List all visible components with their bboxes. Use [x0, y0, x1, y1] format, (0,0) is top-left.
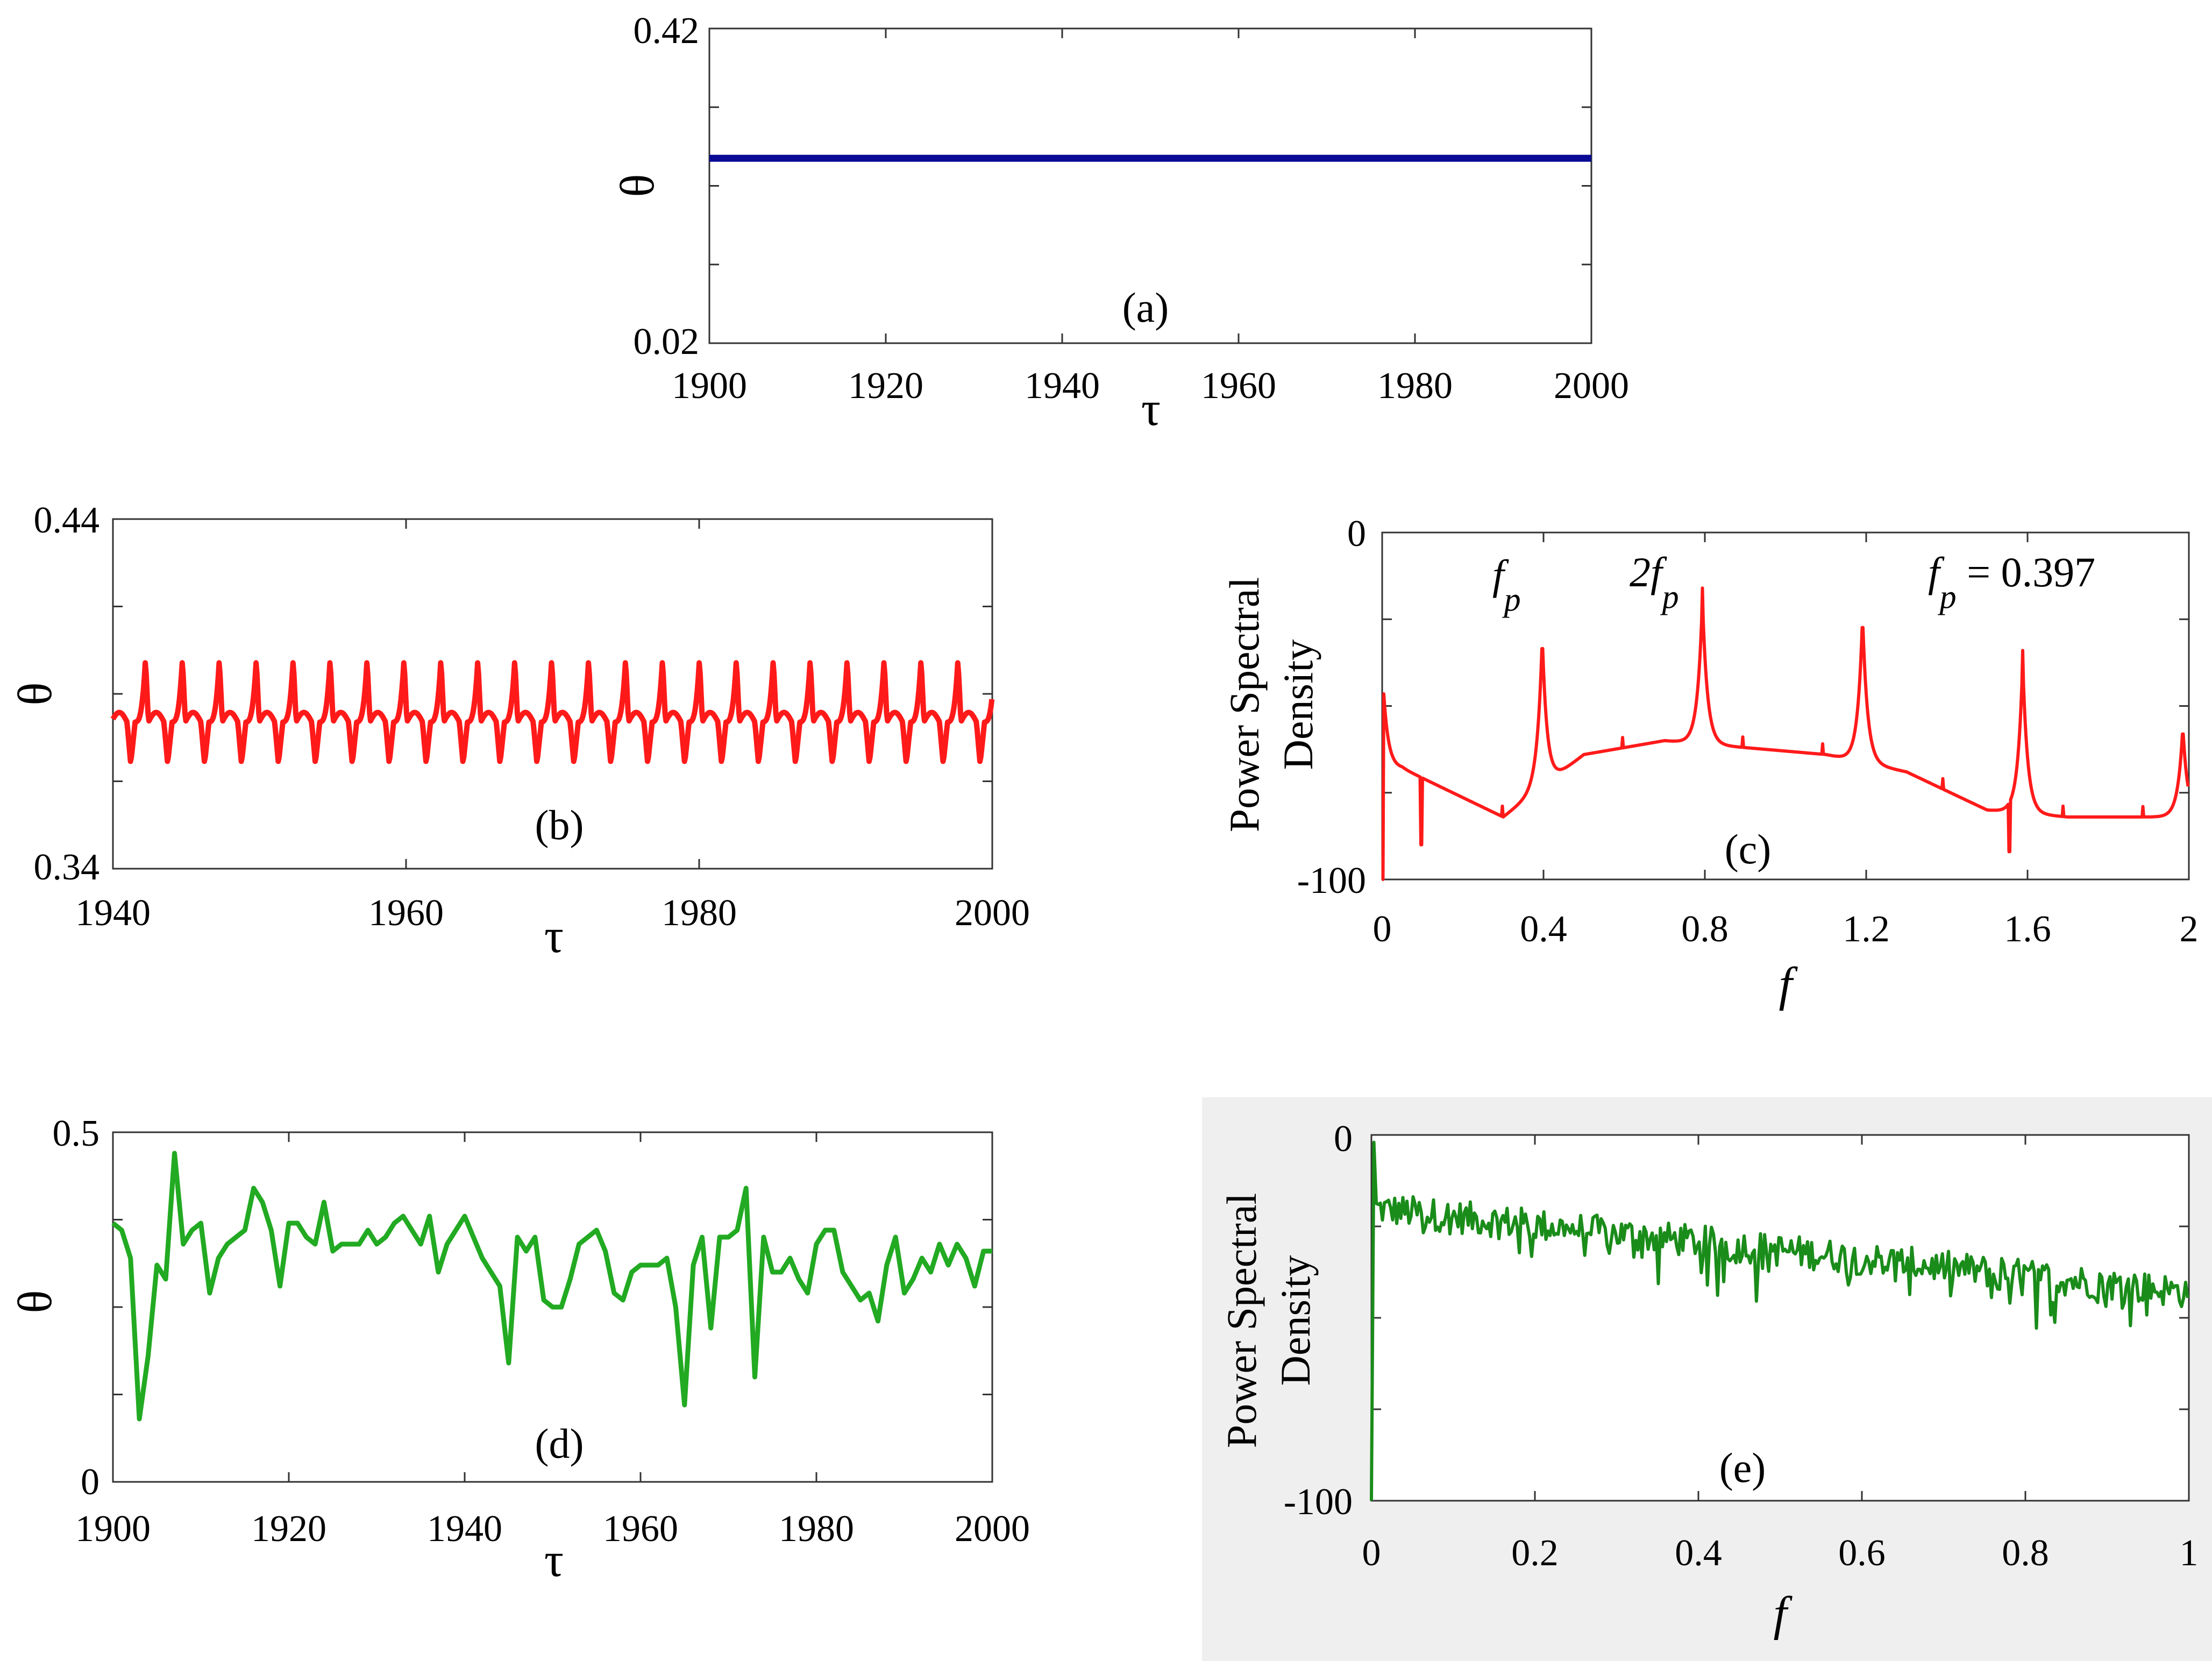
panel-b-series-line — [110, 660, 995, 764]
panel-a-xtick-label: 2000 — [1554, 365, 1629, 407]
panel-c-xtick-labels: 0 0.4 0.8 1.2 1.6 2 — [1373, 908, 2199, 950]
panel-c-xtick-label: 0.8 — [1681, 908, 1729, 950]
panel-a-xtick-label: 1960 — [1201, 365, 1276, 407]
panel-d-xlabel: τ — [544, 1534, 564, 1587]
panel-d-ytick-bottom: 0 — [81, 1461, 99, 1503]
panel-b-xlabel: τ — [544, 910, 564, 963]
panel-b-xtick-label: 2000 — [955, 892, 1030, 934]
panel-d-xtick-label: 1920 — [251, 1508, 326, 1550]
panel-c-2fp-prefix: 2f — [1630, 549, 1667, 595]
panel-c-fpv-value: = 0.397 — [1957, 549, 2096, 595]
panel-b-ylabel: θ — [9, 682, 62, 705]
panel-c-xtick-label: 0 — [1373, 908, 1392, 950]
panel-a-xtick-label: 1900 — [672, 365, 747, 407]
panel-a-xtick-labels: 1900 1920 1940 1960 1980 2000 — [672, 365, 1629, 407]
panel-c-ylabel-line1: Power Spectral — [1221, 577, 1268, 832]
panel-e-label: (e) — [1719, 1444, 1766, 1491]
panel-c-xtick-label: 2 — [2180, 908, 2199, 950]
panel-c-xlabel: f — [1779, 958, 1798, 1011]
panel-c-series-line — [1381, 586, 2190, 881]
panel-c-2fp-annotation: 2fp — [1630, 549, 1679, 615]
panel-d-xtick-label: 1900 — [75, 1508, 151, 1550]
panel-d-ticks — [112, 1131, 993, 1483]
panel-d-xtick-labels: 1900 1920 1940 1960 1980 2000 — [75, 1508, 1030, 1550]
panel-b-xtick-labels: 1940 1960 1980 2000 — [75, 892, 1030, 934]
panel-c-fpv-sub: p — [1938, 579, 1957, 615]
panel-a-xtick-label: 1980 — [1377, 365, 1453, 407]
panel-e-xtick-label: 0.6 — [1838, 1532, 1886, 1574]
panel-c-ytick-top: 0 — [1347, 513, 1366, 555]
panel-e-xtick-label: 1 — [2180, 1532, 2199, 1574]
panel-c-ylabel-line2: Density — [1275, 640, 1321, 770]
panel-a-ylabel: θ — [611, 174, 664, 197]
panel-b-xtick-label: 1960 — [368, 892, 444, 934]
panel-b-ytick-top: 0.44 — [34, 500, 100, 541]
panel-b-ytick-bottom: 0.34 — [34, 847, 100, 888]
panel-e-ytick-top: 0 — [1334, 1118, 1353, 1160]
panel-d-series-line — [111, 1151, 992, 1422]
panel-d-xtick-label: 2000 — [955, 1508, 1030, 1550]
panel-a-frame — [708, 27, 1592, 344]
panel-a-xtick-label: 1920 — [848, 365, 923, 407]
panel-a-ticks — [708, 27, 1592, 344]
panel-a: 0.42 0.02 1900 1920 1940 1960 1980 2000 τ θ (… — [611, 10, 1629, 436]
panel-e-xtick-label: 0 — [1362, 1532, 1381, 1574]
panel-d: 0.5 0 1900 1920 1940 1960 1980 2000 τ θ (d) — [9, 1113, 1030, 1587]
panel-e-xtick-label: 0.2 — [1511, 1532, 1559, 1574]
panel-b: 0.44 0.34 1940 1960 1980 2000 τ θ (b) — [9, 500, 1030, 963]
panel-d-ytick-top: 0.5 — [53, 1113, 100, 1154]
panel-b-label: (b) — [535, 801, 584, 848]
panel-e-xtick-label: 0.4 — [1675, 1532, 1722, 1574]
panel-c-fp-value-annotation: fp = 0.397 — [1928, 549, 2095, 615]
panel-d-label: (d) — [535, 1420, 584, 1467]
panel-e-xtick-label: 0.8 — [2002, 1532, 2049, 1574]
panel-a-xtick-label: 1940 — [1025, 365, 1100, 407]
panel-c-ticks — [1381, 531, 2190, 881]
panel-b-ticks — [112, 518, 993, 870]
panel-a-ytick-bottom: 0.02 — [634, 321, 700, 363]
panel-e-frame — [1370, 1134, 2190, 1502]
panel-e: 0 -100 0 0.2 0.4 0.6 0.8 1 f Power Spectral D… — [1218, 1118, 2199, 1641]
panel-c: 0 -100 0 0.4 0.8 1.2 1.6 2 f Power Spectral D… — [1221, 513, 2199, 1011]
panel-c-2fp-sub: p — [1660, 579, 1679, 615]
panel-d-xtick-label: 1960 — [603, 1508, 678, 1550]
panel-e-ylabel-line1: Power Spectral — [1218, 1193, 1265, 1448]
panel-c-xtick-label: 0.4 — [1520, 908, 1567, 950]
panel-e-xtick-labels: 0 0.2 0.4 0.6 0.8 1 — [1362, 1532, 2199, 1574]
panel-b-xtick-label: 1980 — [662, 892, 737, 934]
panel-a-ytick-top: 0.42 — [634, 10, 700, 52]
panel-c-xtick-label: 1.2 — [1843, 908, 1890, 950]
panel-b-xtick-label: 1940 — [75, 892, 151, 934]
panel-c-frame — [1381, 531, 2190, 881]
panel-a-label: (a) — [1122, 284, 1169, 331]
panel-d-xtick-label: 1940 — [427, 1508, 502, 1550]
panel-e-ylabel-line2: Density — [1272, 1255, 1319, 1386]
panel-c-fp-sub: p — [1502, 581, 1521, 618]
panel-d-xtick-label: 1980 — [779, 1508, 854, 1550]
panel-c-ytick-bottom: -100 — [1297, 860, 1366, 902]
panel-e-series-line — [1370, 1140, 2189, 1501]
panel-e-ytick-bottom: -100 — [1284, 1481, 1353, 1523]
panel-c-xtick-label: 1.6 — [2004, 908, 2051, 950]
panel-a-xlabel: τ — [1141, 382, 1161, 436]
panel-d-ylabel: θ — [9, 1290, 62, 1313]
panel-c-label: (c) — [1725, 826, 1772, 872]
